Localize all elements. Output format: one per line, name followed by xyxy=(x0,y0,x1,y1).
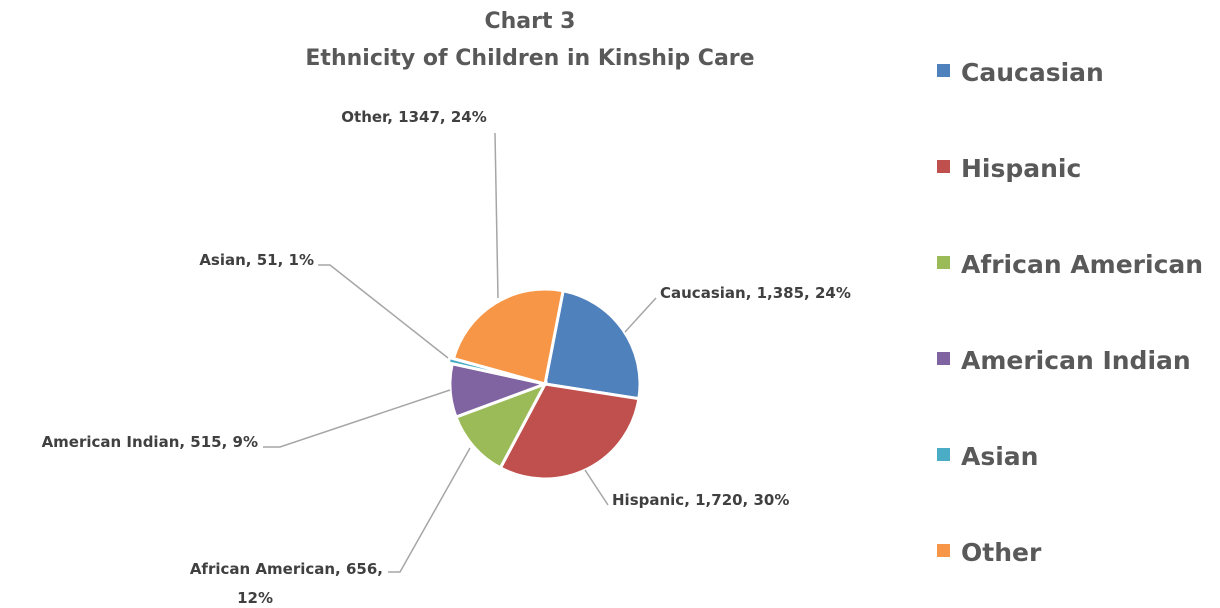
legend-label-african-american: African American xyxy=(961,250,1203,279)
data-labels: Caucasian, 1,385, 24% Hispanic, 1,720, 30… xyxy=(42,108,851,607)
legend-label-other: Other xyxy=(961,538,1042,567)
data-label-asian: Asian, 51, 1% xyxy=(199,251,314,269)
data-label-other: Other, 1347, 24% xyxy=(341,108,486,126)
legend-swatch-american-indian xyxy=(937,352,950,365)
pie-slice-caucasian xyxy=(543,288,642,401)
leader-line-asian xyxy=(318,264,449,359)
data-label-caucasian: Caucasian, 1,385, 24% xyxy=(660,284,851,302)
data-label-african-american: African American, 656, 12% xyxy=(190,560,383,607)
legend-swatch-caucasian xyxy=(937,64,950,77)
legend-label-asian: Asian xyxy=(961,442,1038,471)
legend-swatch-asian xyxy=(937,448,950,461)
leader-line-hispanic xyxy=(584,469,609,506)
pie-slice-hispanic xyxy=(498,382,641,481)
legend-swatch-other xyxy=(937,544,950,557)
chart-subtitle: Ethnicity of Children in Kinship Care xyxy=(305,46,754,71)
legend: Caucasian Hispanic African American America… xyxy=(937,58,1203,567)
leader-lines xyxy=(263,132,657,573)
legend-label-caucasian: Caucasian xyxy=(961,58,1104,87)
legend-label-american-indian: American Indian xyxy=(961,346,1191,375)
legend-swatch-african-american xyxy=(937,256,950,269)
data-label-hispanic: Hispanic, 1,720, 30% xyxy=(612,491,789,509)
leader-line-caucasian xyxy=(624,297,657,333)
legend-swatch-hispanic xyxy=(937,160,950,173)
leader-line-other xyxy=(494,132,499,299)
chart-title: Chart 3 xyxy=(485,9,576,34)
pie-slices xyxy=(446,287,642,481)
leader-line-african-american xyxy=(388,447,471,573)
legend-label-hispanic: Hispanic xyxy=(961,154,1081,183)
leader-line-american-indian xyxy=(263,389,451,448)
data-label-american-indian: American Indian, 515, 9% xyxy=(42,433,258,451)
pie-slice-other xyxy=(451,287,565,386)
